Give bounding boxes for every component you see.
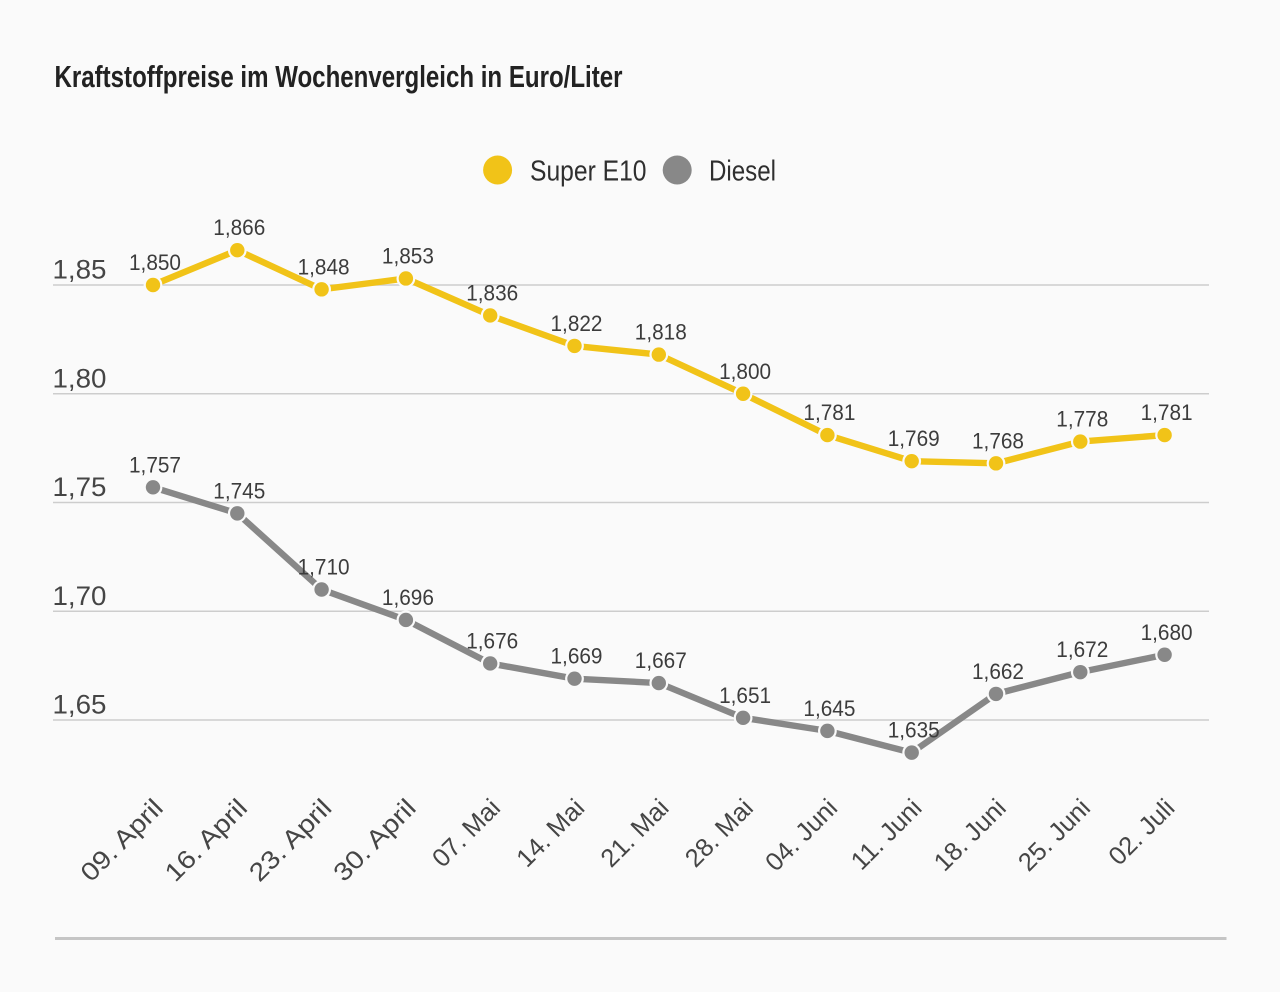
svg-text:1,70: 1,70 bbox=[53, 581, 107, 611]
svg-text:1,676: 1,676 bbox=[466, 628, 518, 653]
svg-text:1,836: 1,836 bbox=[466, 280, 518, 305]
svg-text:1,778: 1,778 bbox=[1056, 407, 1108, 432]
svg-text:1,662: 1,662 bbox=[972, 659, 1024, 684]
svg-text:1,768: 1,768 bbox=[972, 428, 1024, 453]
svg-text:1,75: 1,75 bbox=[53, 472, 107, 502]
svg-text:1,85: 1,85 bbox=[53, 255, 107, 285]
svg-text:1,781: 1,781 bbox=[803, 400, 855, 425]
svg-text:1,800: 1,800 bbox=[719, 359, 771, 384]
svg-text:1,866: 1,866 bbox=[213, 215, 265, 240]
svg-text:1,818: 1,818 bbox=[635, 320, 687, 345]
svg-text:1,757: 1,757 bbox=[129, 452, 181, 477]
svg-text:Diesel: Diesel bbox=[709, 156, 776, 188]
svg-text:1,635: 1,635 bbox=[888, 718, 940, 743]
svg-text:1,848: 1,848 bbox=[298, 254, 350, 279]
svg-text:1,645: 1,645 bbox=[803, 696, 855, 721]
svg-text:1,850: 1,850 bbox=[129, 250, 181, 275]
svg-text:1,667: 1,667 bbox=[635, 648, 687, 673]
svg-text:1,745: 1,745 bbox=[213, 478, 265, 503]
svg-text:1,769: 1,769 bbox=[888, 426, 940, 451]
svg-text:1,710: 1,710 bbox=[298, 555, 350, 580]
svg-text:1,680: 1,680 bbox=[1141, 620, 1193, 645]
svg-text:1,651: 1,651 bbox=[719, 683, 771, 708]
svg-text:Kraftstoffpreise im Wochenverg: Kraftstoffpreise im Wochenvergleich in E… bbox=[55, 60, 623, 94]
svg-text:1,822: 1,822 bbox=[551, 311, 603, 336]
svg-text:Super E10: Super E10 bbox=[530, 156, 647, 188]
svg-text:1,672: 1,672 bbox=[1056, 637, 1108, 662]
svg-text:1,65: 1,65 bbox=[53, 690, 107, 720]
svg-text:1,80: 1,80 bbox=[53, 363, 107, 393]
svg-text:1,669: 1,669 bbox=[551, 644, 603, 669]
svg-text:1,781: 1,781 bbox=[1141, 400, 1193, 425]
svg-text:1,696: 1,696 bbox=[382, 585, 434, 610]
svg-text:1,853: 1,853 bbox=[382, 243, 434, 268]
